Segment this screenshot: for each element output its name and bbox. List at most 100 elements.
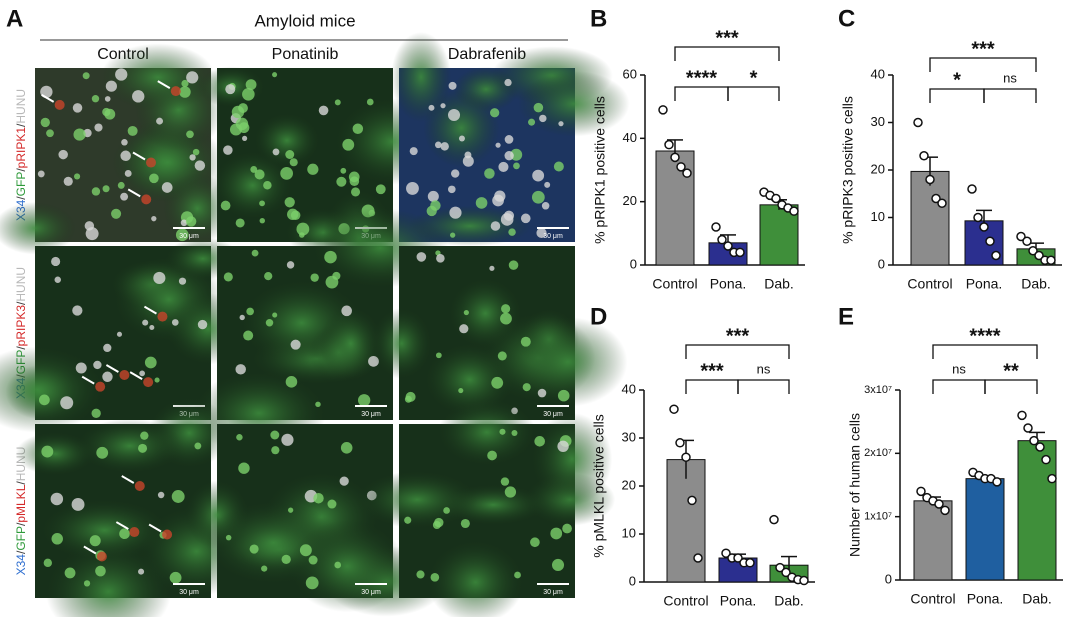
- arrow: [148, 523, 162, 533]
- cell: [194, 442, 202, 450]
- cell: [119, 528, 130, 540]
- cell: [440, 103, 446, 109]
- x-tick-label: Control: [663, 593, 708, 609]
- cell: [375, 184, 386, 195]
- significance-bracket: [984, 379, 1038, 394]
- cell: [460, 518, 470, 529]
- significance-bracket: [983, 88, 1037, 103]
- cell: [348, 171, 360, 183]
- red-cell: [143, 377, 154, 388]
- panel-letter: C: [838, 5, 855, 32]
- row-label-part: pRIPK3: [14, 305, 28, 347]
- cell: [448, 81, 457, 90]
- panel-letter: A: [6, 5, 23, 32]
- cell: [557, 440, 569, 452]
- cell: [138, 568, 145, 575]
- micrograph-texture: [531, 412, 613, 506]
- cell: [91, 408, 101, 418]
- cell: [450, 232, 456, 238]
- cell: [537, 388, 547, 398]
- row-label-part: GFP: [14, 526, 28, 551]
- arrow: [129, 371, 143, 380]
- cell: [111, 208, 122, 219]
- cell: [350, 187, 361, 197]
- y-tick-label: 20: [871, 161, 885, 176]
- cell: [263, 181, 272, 190]
- data-point: [934, 499, 944, 509]
- scale-bar-label: 30 μm: [179, 589, 199, 596]
- row-label-part: /: [14, 301, 28, 305]
- cell: [539, 114, 547, 123]
- micrograph-texture: [356, 471, 478, 529]
- data-point: [799, 575, 809, 586]
- cell: [514, 571, 521, 579]
- cell: [64, 567, 76, 579]
- cell: [138, 443, 148, 453]
- red-cell: [96, 551, 107, 562]
- cell: [497, 351, 507, 361]
- data-point: [717, 234, 727, 245]
- cell: [192, 148, 200, 156]
- cell: [264, 271, 273, 281]
- cell: [96, 446, 109, 459]
- red-cell: [141, 194, 152, 205]
- cell: [534, 436, 545, 447]
- cell: [500, 477, 510, 486]
- arrow: [115, 521, 129, 530]
- cell: [50, 492, 64, 506]
- data-point: [1035, 442, 1045, 452]
- significance-label: ***: [971, 38, 995, 60]
- arrow: [41, 93, 55, 103]
- red-cell: [170, 86, 181, 97]
- cell: [169, 571, 182, 584]
- data-point: [664, 139, 674, 150]
- cell: [71, 498, 85, 511]
- cell: [310, 273, 319, 282]
- scale-bar-label: 30 μm: [179, 233, 199, 240]
- significance-bracket: [737, 379, 790, 394]
- significance-label: ns: [757, 361, 771, 376]
- data-point: [985, 236, 995, 246]
- data-point: [992, 477, 1002, 487]
- row-label: X34/GFP/pRIPK1/HUNU: [14, 89, 28, 221]
- cell: [236, 433, 243, 441]
- cell: [307, 163, 319, 175]
- cell: [171, 490, 185, 503]
- data-point: [979, 222, 989, 232]
- cell: [157, 491, 165, 499]
- micrograph-texture: [212, 151, 293, 220]
- cell: [102, 185, 110, 193]
- cell: [405, 391, 416, 402]
- data-point: [682, 168, 692, 178]
- row-label-part: /: [14, 522, 28, 526]
- cell: [250, 166, 258, 173]
- micrograph-texture: [15, 432, 95, 476]
- cell: [235, 218, 245, 228]
- cell: [223, 145, 233, 155]
- cell: [285, 150, 295, 159]
- cell: [541, 202, 550, 210]
- cell: [553, 161, 564, 172]
- cell: [238, 122, 250, 134]
- cell: [436, 254, 445, 263]
- data-point: [771, 193, 781, 204]
- cell: [185, 216, 197, 227]
- cell: [289, 158, 298, 167]
- cell: [51, 533, 63, 545]
- data-point: [1046, 255, 1056, 265]
- cell: [495, 142, 501, 148]
- cell: [352, 123, 364, 134]
- data-point: [789, 206, 799, 216]
- micrograph-texture: [508, 316, 628, 407]
- cell: [38, 394, 50, 406]
- row-label-part: pRIPK1: [14, 127, 28, 169]
- significance-label: ****: [686, 67, 717, 89]
- cell: [271, 446, 280, 455]
- row-label-part: /: [14, 196, 28, 200]
- cell: [281, 554, 291, 565]
- significance-bracket: [685, 344, 790, 359]
- cell: [434, 517, 444, 528]
- scale-bar-label: 30 μm: [543, 233, 563, 240]
- cell: [508, 260, 519, 270]
- row-label-part: /: [14, 346, 28, 350]
